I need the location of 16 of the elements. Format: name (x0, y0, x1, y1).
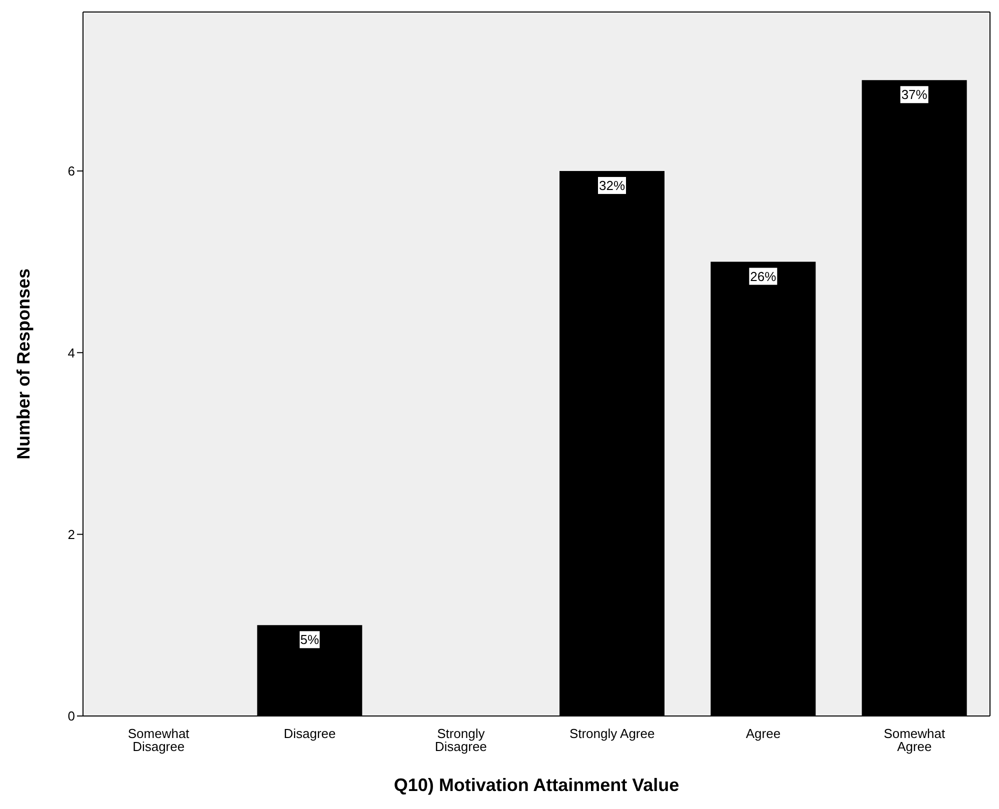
x-tick-label: Agree (746, 726, 781, 741)
x-tick-label: Strongly Agree (569, 726, 655, 741)
annotation: 32% (598, 178, 626, 193)
x-tick-label: Disagree (284, 726, 336, 741)
y-tick-label: 4 (68, 345, 75, 360)
y-tick-label: 0 (68, 708, 75, 724)
annotation: 5% (300, 632, 320, 648)
x-axis-title: Q10) Motivation Attainment Value (394, 775, 680, 795)
annotation: 26% (750, 268, 777, 284)
y-tick-label: 2 (68, 526, 75, 542)
annotation: 37% (901, 87, 928, 102)
x-tick-label: Somewhat Disagree (128, 726, 190, 754)
x-tick-label: Somewhat Agree (884, 726, 946, 754)
y-tick-label: 6 (68, 164, 75, 179)
x-tick-label: Strongly Disagree (434, 726, 487, 754)
y-axis-title: Number of Responses (13, 268, 34, 460)
